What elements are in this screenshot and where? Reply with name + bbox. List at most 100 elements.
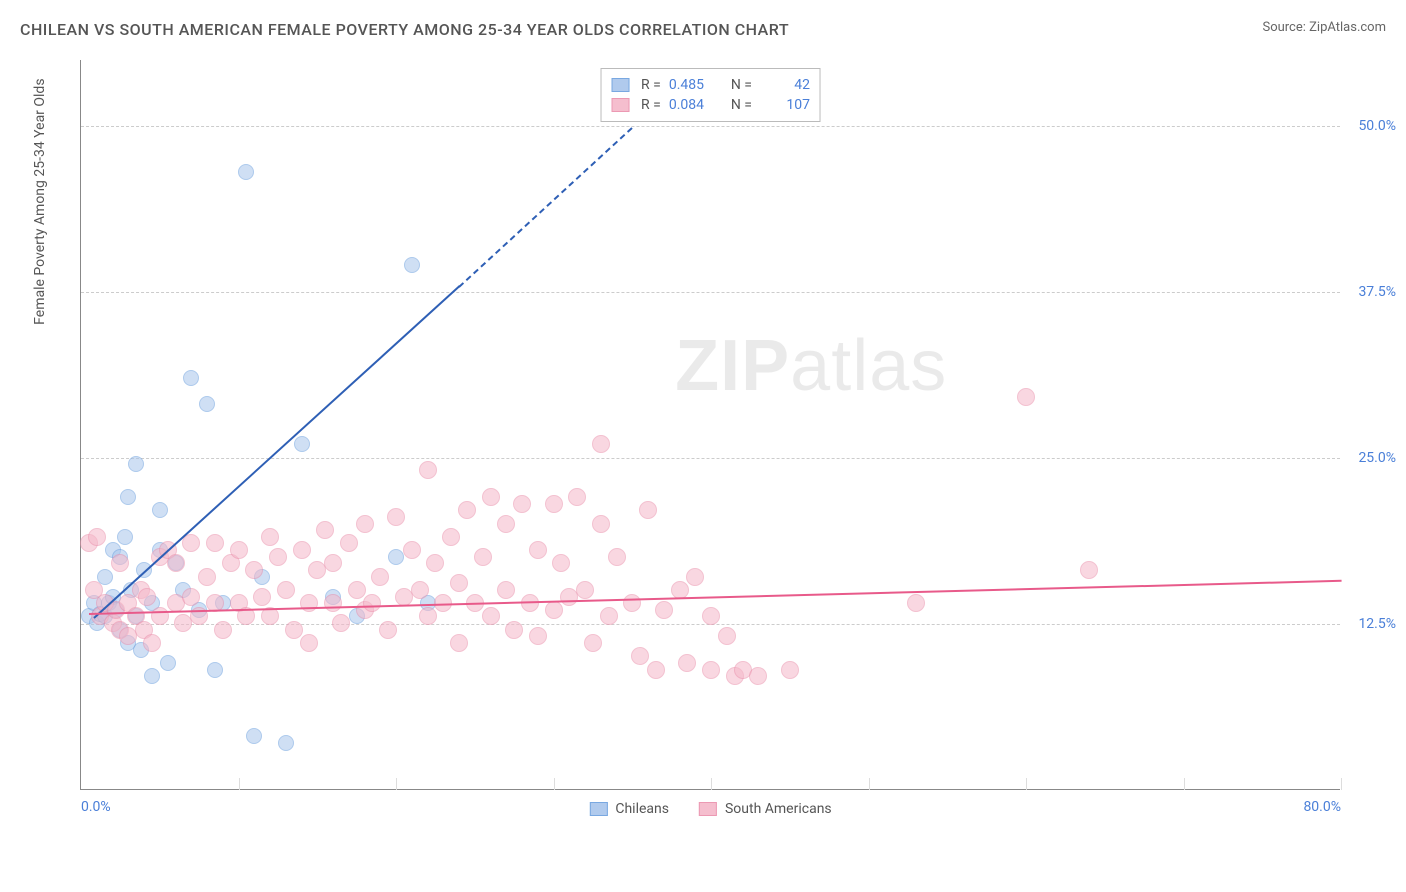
scatter-point (324, 594, 342, 612)
scatter-point (482, 607, 500, 625)
stat-value-r: 0.084 (669, 97, 719, 113)
gridline-vertical (869, 778, 870, 790)
scatter-point (167, 554, 185, 572)
scatter-point (497, 581, 515, 599)
chart-title: CHILEAN VS SOUTH AMERICAN FEMALE POVERTY… (20, 20, 789, 39)
scatter-point (781, 661, 799, 679)
scatter-point (600, 607, 618, 625)
watermark: ZIPatlas (675, 325, 947, 407)
scatter-point (702, 607, 720, 625)
legend-swatch (611, 78, 629, 92)
scatter-point (198, 568, 216, 586)
scatter-point (214, 621, 232, 639)
scatter-point (363, 594, 381, 612)
gridline-horizontal (81, 292, 1340, 293)
scatter-point (128, 456, 144, 472)
scatter-point (513, 495, 531, 513)
scatter-point (450, 634, 468, 652)
scatter-point (182, 588, 200, 606)
scatter-point (387, 508, 405, 526)
scatter-point (639, 501, 657, 519)
scatter-point (404, 257, 420, 273)
y-tick-label: 37.5% (1358, 284, 1396, 300)
stat-label-r: R = (641, 77, 661, 93)
legend-label: Chileans (615, 801, 669, 817)
scatter-point (207, 662, 223, 678)
scatter-point (450, 574, 468, 592)
scatter-point (340, 534, 358, 552)
scatter-point (246, 728, 262, 744)
scatter-point (403, 541, 421, 559)
scatter-point (584, 634, 602, 652)
legend-swatch (611, 98, 629, 112)
chart-header: CHILEAN VS SOUTH AMERICAN FEMALE POVERTY… (0, 0, 1406, 47)
scatter-point (545, 495, 563, 513)
scatter-point (160, 655, 176, 671)
plot-area: ZIPatlas R =0.485N =42R =0.084N =107 Chi… (80, 60, 1340, 790)
scatter-point (182, 534, 200, 552)
legend-item: South Americans (699, 801, 832, 817)
scatter-point (316, 521, 334, 539)
gridline-vertical (396, 778, 397, 790)
scatter-point (426, 554, 444, 572)
stat-value-n: 42 (760, 77, 810, 93)
stat-label-r: R = (641, 97, 661, 113)
scatter-point (1080, 561, 1098, 579)
legend-label: South Americans (725, 801, 832, 817)
stat-value-n: 107 (760, 97, 810, 113)
scatter-point (482, 488, 500, 506)
scatter-point (678, 654, 696, 672)
trend-line (458, 127, 633, 288)
scatter-point (144, 668, 160, 684)
scatter-point (111, 554, 129, 572)
scatter-point (183, 370, 199, 386)
stat-label-n: N = (731, 97, 752, 113)
scatter-point (138, 588, 156, 606)
scatter-point (293, 541, 311, 559)
scatter-point (294, 436, 310, 452)
stat-label-n: N = (731, 77, 752, 93)
scatter-point (631, 647, 649, 665)
scatter-point (269, 548, 287, 566)
gridline-vertical (1026, 778, 1027, 790)
x-tick-label: 80.0% (1303, 799, 1341, 815)
scatter-point (529, 627, 547, 645)
scatter-point (592, 435, 610, 453)
source-attribution: Source: ZipAtlas.com (1262, 20, 1386, 35)
scatter-point (285, 621, 303, 639)
scatter-point (529, 541, 547, 559)
scatter-point (655, 601, 673, 619)
scatter-point (419, 461, 437, 479)
scatter-point (686, 568, 704, 586)
scatter-point (120, 489, 136, 505)
scatter-point (497, 515, 515, 533)
scatter-point (623, 594, 641, 612)
series-legend: Chileans South Americans (589, 801, 831, 817)
scatter-point (332, 614, 350, 632)
scatter-point (718, 627, 736, 645)
y-tick-label: 50.0% (1358, 118, 1396, 134)
scatter-point (371, 568, 389, 586)
scatter-point (152, 502, 168, 518)
scatter-point (552, 554, 570, 572)
scatter-point (592, 515, 610, 533)
scatter-point (230, 541, 248, 559)
gridline-horizontal (81, 126, 1340, 127)
scatter-point (348, 581, 366, 599)
scatter-point (568, 488, 586, 506)
scatter-point (1017, 388, 1035, 406)
x-tick-label: 0.0% (81, 799, 111, 815)
y-tick-label: 25.0% (1358, 450, 1396, 466)
scatter-point (702, 661, 720, 679)
scatter-point (143, 634, 161, 652)
scatter-point (238, 164, 254, 180)
scatter-point (261, 528, 279, 546)
scatter-point (749, 667, 767, 685)
scatter-point (324, 554, 342, 572)
trend-line (93, 286, 460, 619)
gridline-vertical (554, 778, 555, 790)
scatter-point (419, 607, 437, 625)
scatter-point (356, 515, 374, 533)
scatter-point (278, 735, 294, 751)
scatter-point (199, 396, 215, 412)
